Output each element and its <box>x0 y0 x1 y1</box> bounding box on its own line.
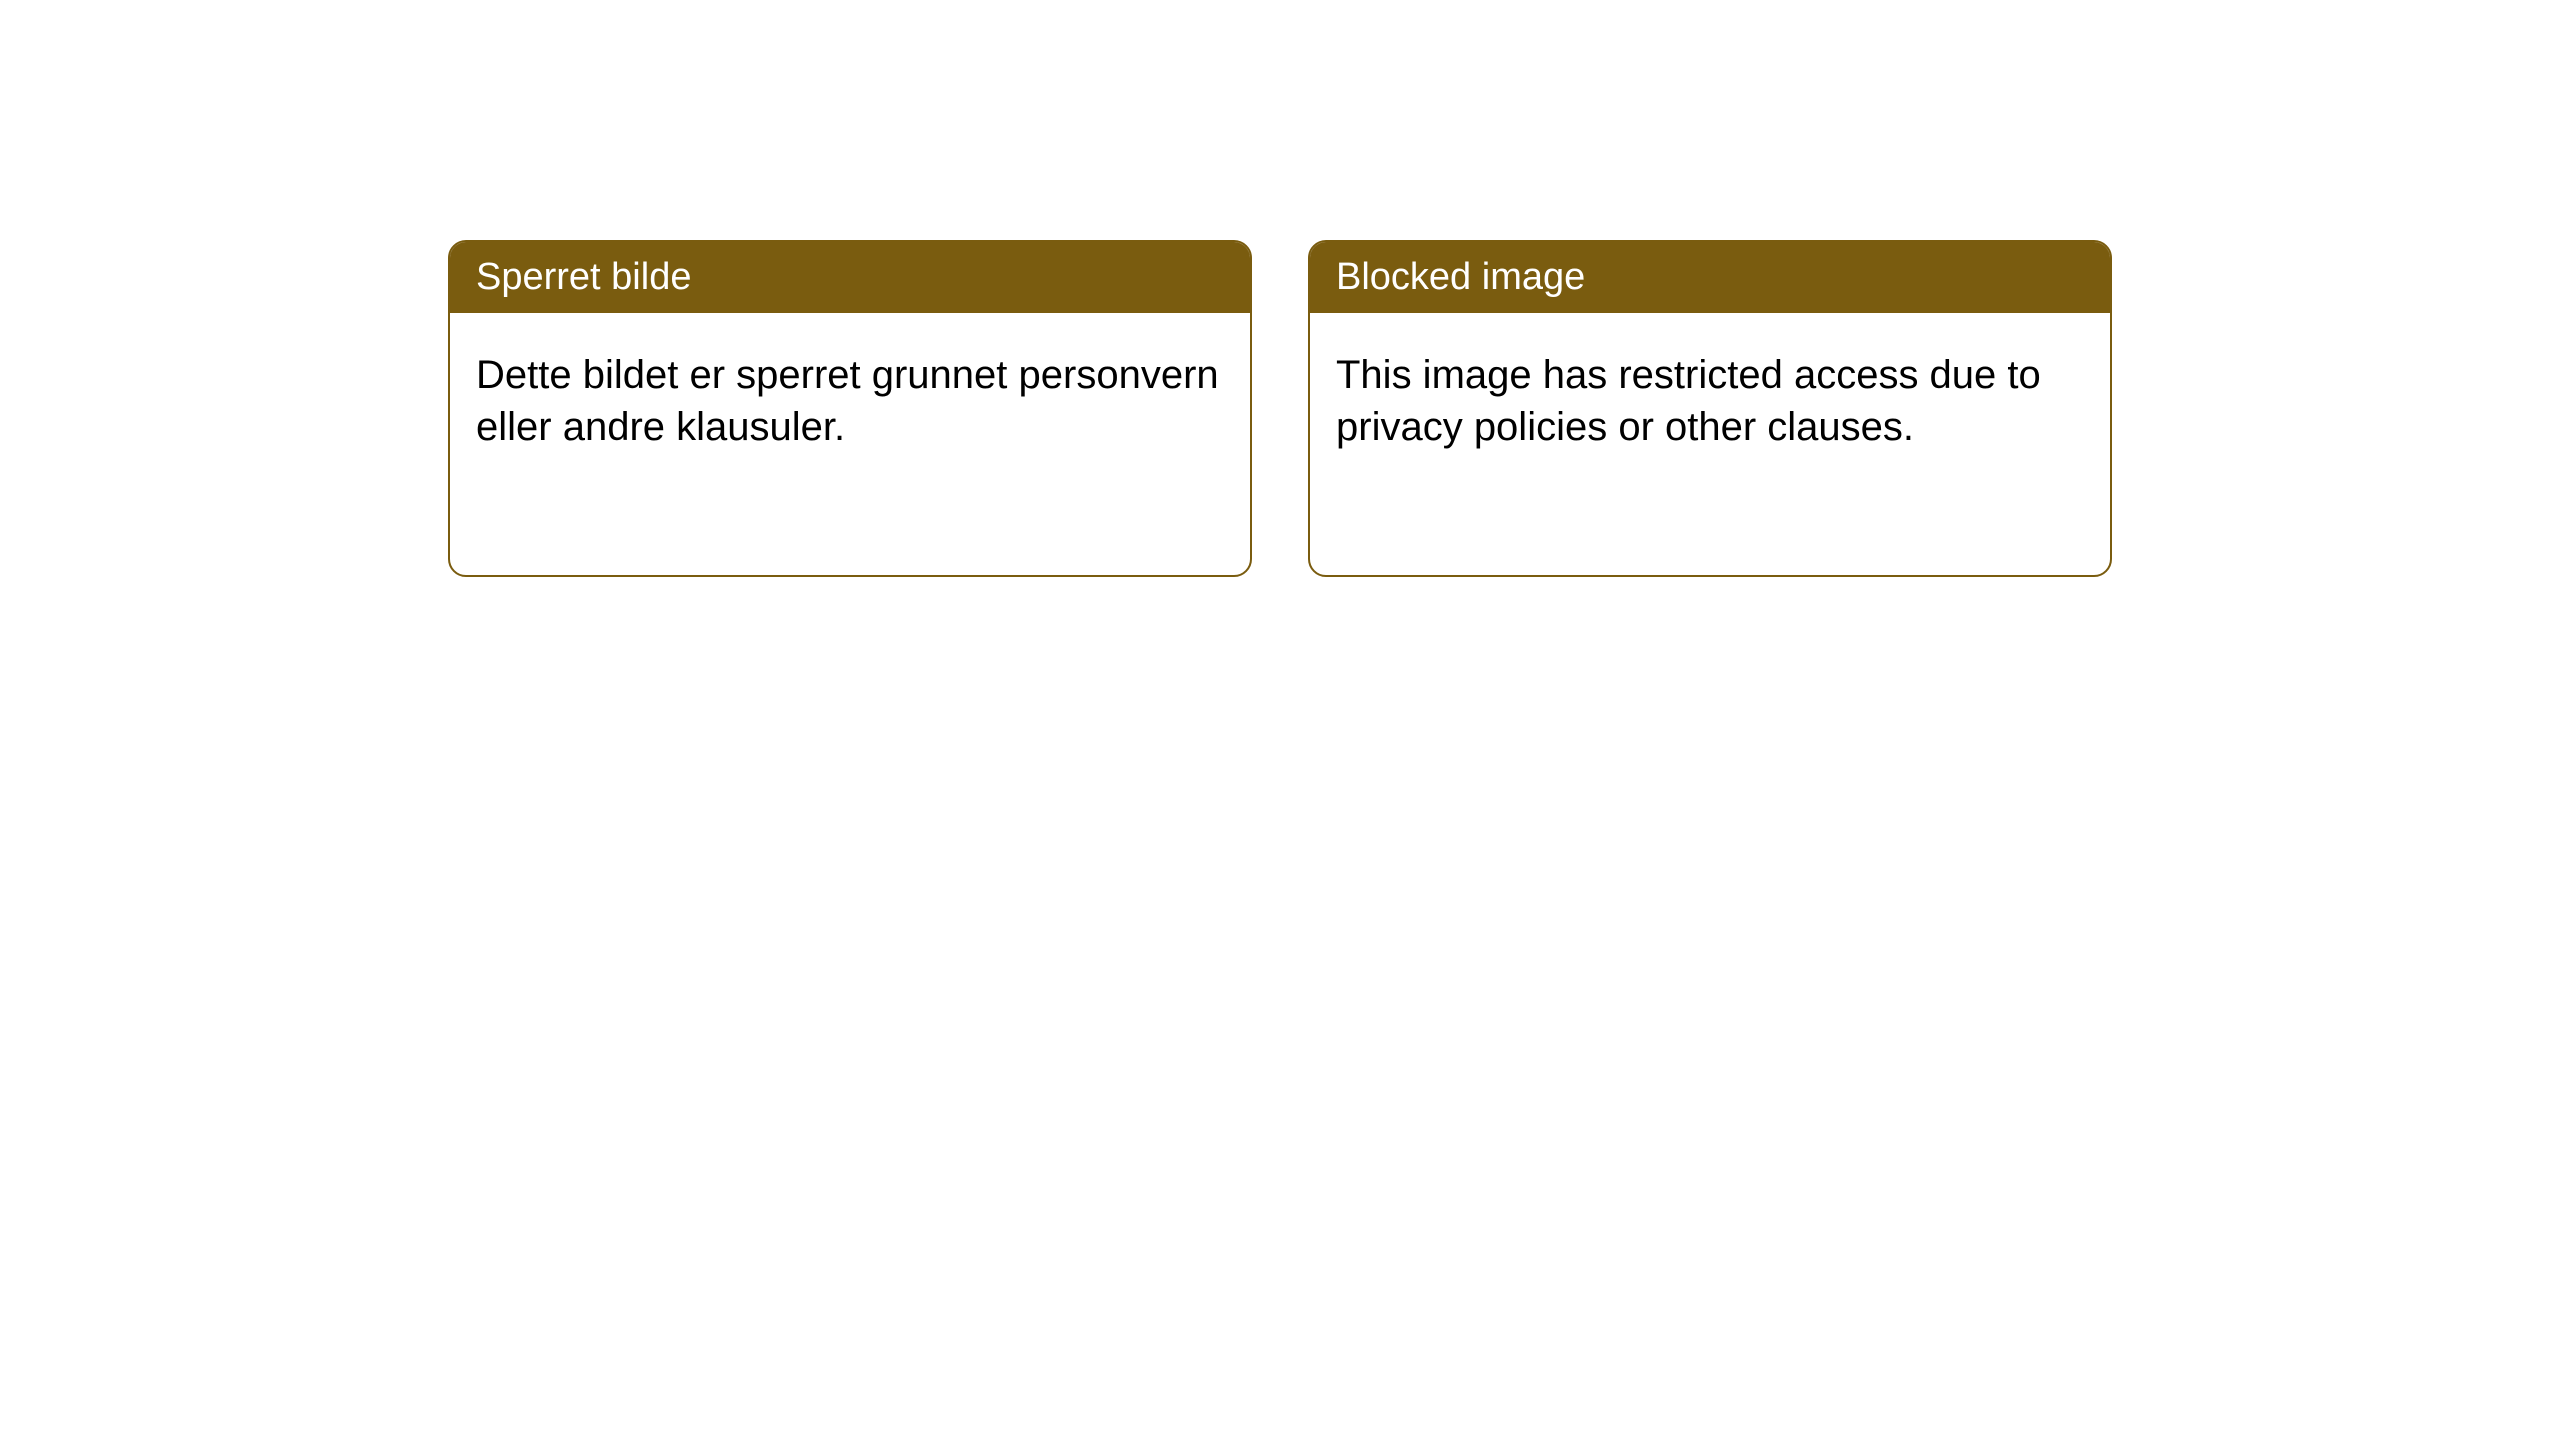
card-body-english: This image has restricted access due to … <box>1310 313 2110 489</box>
cards-container: Sperret bilde Dette bildet er sperret gr… <box>448 240 2112 577</box>
card-header-english: Blocked image <box>1310 242 2110 313</box>
card-title-norwegian: Sperret bilde <box>476 256 691 298</box>
card-title-english: Blocked image <box>1336 256 1585 298</box>
card-body-norwegian: Dette bildet er sperret grunnet personve… <box>450 313 1250 489</box>
card-text-norwegian: Dette bildet er sperret grunnet personve… <box>476 353 1219 449</box>
card-norwegian: Sperret bilde Dette bildet er sperret gr… <box>448 240 1252 577</box>
card-header-norwegian: Sperret bilde <box>450 242 1250 313</box>
card-text-english: This image has restricted access due to … <box>1336 353 2041 449</box>
card-english: Blocked image This image has restricted … <box>1308 240 2112 577</box>
